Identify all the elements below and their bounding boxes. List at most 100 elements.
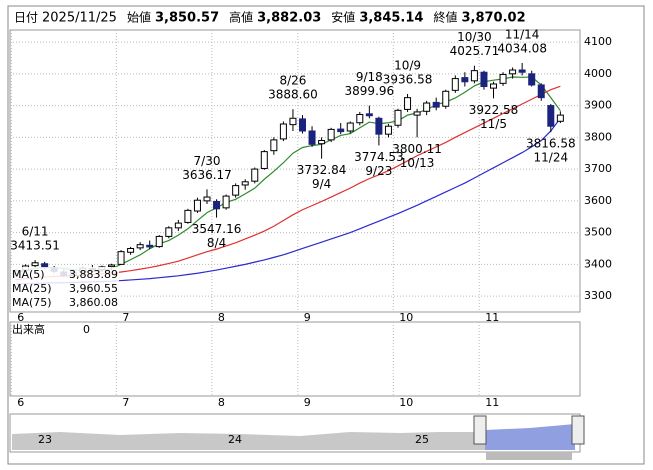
candle-body — [442, 90, 450, 107]
candle-body — [136, 244, 144, 249]
annotation-value: 4025.71 — [450, 44, 500, 58]
x-tick-label: 9 — [304, 311, 311, 324]
candle-body — [337, 128, 345, 133]
candle-body — [528, 73, 536, 86]
annotation-date: 10/13 — [400, 156, 435, 170]
annotation-value: 3774.53 — [354, 150, 404, 164]
candle-body — [537, 84, 545, 99]
candle-body — [184, 209, 192, 223]
candle-body — [213, 200, 221, 210]
candle-body — [155, 235, 163, 248]
candle-body — [31, 262, 39, 267]
candle-body — [413, 111, 421, 116]
annotation-value: 3888.60 — [268, 88, 318, 102]
annotation-value: 3899.96 — [345, 84, 395, 98]
candle-body — [279, 123, 287, 140]
navigator-handle[interactable] — [473, 415, 487, 445]
candle-body — [41, 263, 49, 269]
x-tick-label: 10 — [399, 396, 413, 409]
candle-body — [165, 227, 173, 237]
annotation-value: 4034.08 — [497, 42, 547, 56]
annotation-date: 8/26 — [279, 74, 306, 88]
annotation-date: 7/30 — [194, 154, 221, 168]
scrollbar[interactable] — [486, 452, 572, 460]
annotation-value: 3800.11 — [392, 142, 442, 156]
navigator-label: 24 — [228, 433, 242, 446]
navigator-label: 25 — [415, 433, 429, 446]
header-label: 安値 — [331, 10, 355, 25]
y-tick-label: 3300 — [584, 289, 612, 302]
header-value: 3,850.57 — [155, 11, 219, 26]
candle-body — [432, 101, 440, 108]
candle-body — [375, 117, 383, 135]
navigator-area — [12, 432, 485, 450]
candle-body — [451, 78, 459, 91]
legend-box — [11, 267, 119, 311]
y-tick-label: 3400 — [584, 257, 612, 270]
candle-body — [308, 130, 316, 145]
y-tick-label: 3700 — [584, 162, 612, 175]
annotation-date: 10/30 — [457, 30, 492, 44]
candle-body — [251, 168, 259, 182]
navigator-selection — [485, 424, 575, 450]
candle-body — [509, 69, 517, 75]
legend-value: 3,960.55 — [69, 282, 118, 295]
header-label: 高値 — [229, 10, 253, 25]
candle-body — [299, 118, 306, 132]
x-tick-label: 6 — [17, 311, 24, 324]
annotation-value: 3636.17 — [182, 168, 232, 182]
candle-body — [480, 71, 488, 88]
candle-body — [423, 102, 431, 112]
candle-body — [203, 196, 211, 202]
candle-body — [222, 195, 230, 209]
volume-label: 出来高 — [12, 322, 45, 336]
candle-body — [518, 69, 526, 73]
header-label: 日付 — [14, 11, 38, 25]
header-label: 終値 — [433, 10, 457, 25]
annotation-date: 8/4 — [207, 236, 226, 250]
candle-body — [318, 140, 326, 145]
y-tick-label: 4000 — [584, 67, 612, 80]
header-value: 3,882.03 — [257, 11, 321, 26]
volume-panel — [9, 321, 581, 397]
legend-value: 3,860.08 — [69, 296, 118, 309]
x-tick-label: 10 — [399, 311, 413, 324]
annotation-value: 3936.58 — [383, 72, 433, 86]
candle-body — [394, 109, 402, 126]
annotation-date: 10/9 — [394, 58, 421, 72]
annotation-date: 11/14 — [505, 28, 540, 42]
navigator-handle[interactable] — [571, 415, 585, 445]
candle-body — [232, 185, 240, 196]
annotation-date: 9/4 — [312, 177, 331, 191]
candle-body — [260, 151, 268, 169]
annotation-date: 9/18 — [356, 70, 383, 84]
legend-value: 3,883.89 — [69, 268, 118, 281]
header-label: 始値 — [127, 10, 151, 25]
candle-body — [127, 247, 135, 253]
candle-body — [384, 125, 392, 135]
candle-body — [327, 128, 335, 141]
legend-label: MA(25) — [12, 282, 52, 295]
candle-body — [270, 139, 278, 152]
candle-body — [146, 244, 154, 248]
candle-body — [241, 181, 249, 186]
candle-body — [365, 113, 373, 117]
annotation-date: 11/24 — [534, 151, 569, 165]
annotation-value: 3732.84 — [297, 163, 347, 177]
header-value: 3,870.02 — [461, 11, 525, 26]
candle-body — [356, 113, 364, 124]
candle-body — [117, 251, 125, 265]
candle-body — [193, 199, 201, 212]
y-tick-label: 3800 — [584, 130, 612, 143]
x-tick-label: 9 — [304, 396, 311, 409]
candle-body — [404, 97, 412, 110]
y-tick-label: 3900 — [584, 99, 612, 112]
x-tick-label: 8 — [218, 396, 225, 409]
x-tick-label: 11 — [485, 396, 499, 409]
annotation-value: 3922.58 — [469, 103, 519, 117]
annotation-date: 9/23 — [365, 164, 392, 178]
x-tick-label: 6 — [17, 396, 24, 409]
candle-body — [499, 73, 507, 84]
candle-body — [490, 83, 497, 89]
